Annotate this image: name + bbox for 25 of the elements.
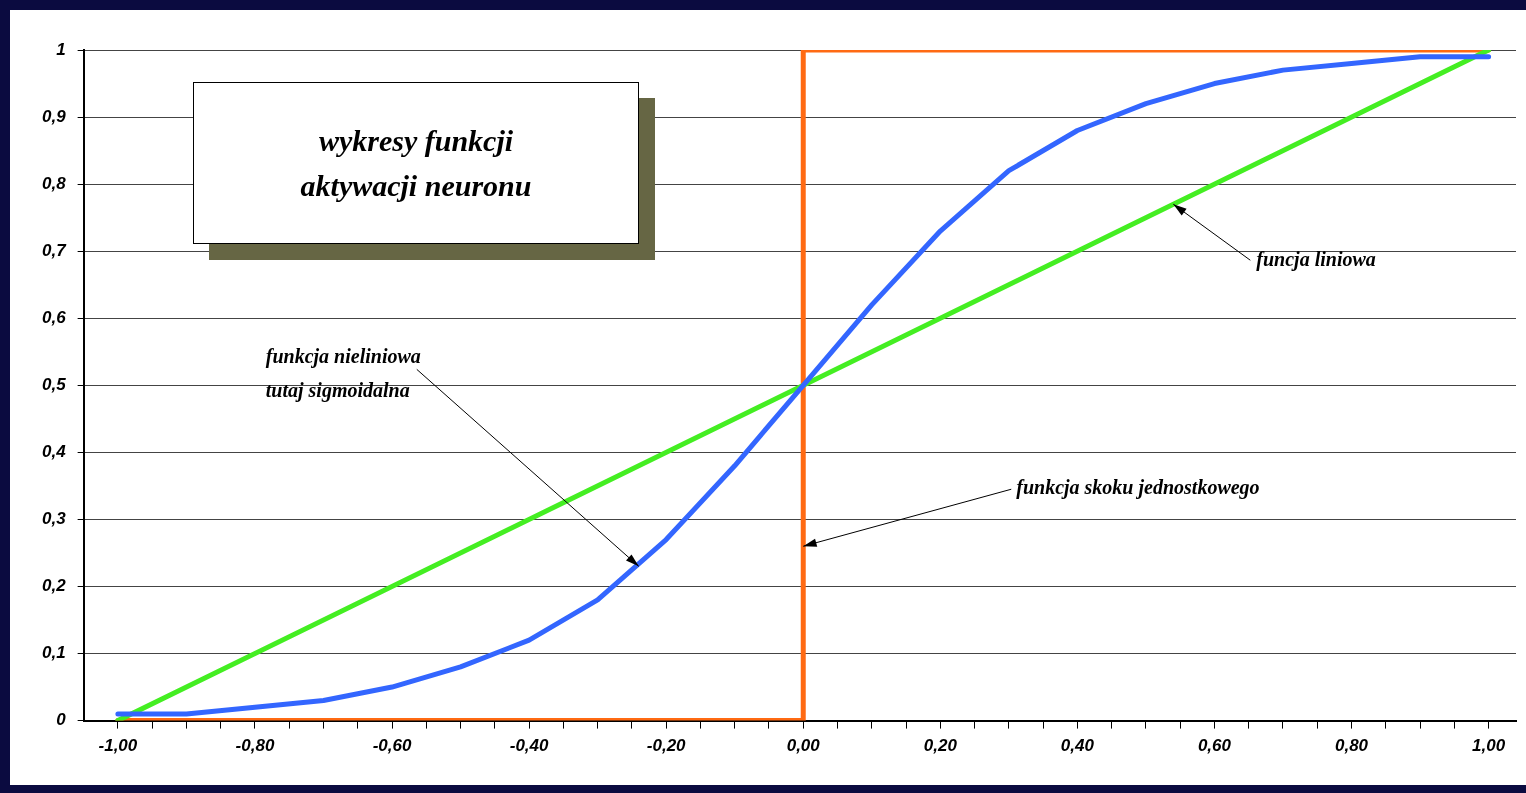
y-tick-label: 0,5 [41,374,67,394]
annotation: funkcja nieliniowa tutaj sigmoidalna [265,345,421,403]
y-tick-label: 0,2 [41,576,67,596]
x-tick-label: -0,40 [509,736,550,756]
y-tick-label: 0,9 [41,106,67,126]
x-tick-label: 0,60 [1197,736,1232,756]
x-tick-label: -0,80 [235,736,275,756]
annotation: funkcja skoku jednostkowego [1016,476,1260,500]
x-tick-label: 0,40 [1060,736,1095,756]
x-tick-label: 0,80 [1334,736,1369,756]
x-tick-label: -0,60 [372,736,412,756]
x-tick-label: 1,00 [1472,736,1506,756]
y-tick-label: 0,8 [41,173,67,193]
x-tick-label: 0,20 [923,736,958,756]
x-tick-label: -0,20 [646,736,687,756]
y-tick-label: 0 [56,710,67,730]
annotation: funcja liniowa [1256,248,1376,272]
x-tick-label: 0,00 [786,736,821,756]
y-tick-label: 0,4 [41,442,67,462]
y-tick-label: 0,7 [41,240,68,260]
y-tick-label: 0,6 [41,307,67,327]
y-tick-label: 0,1 [41,643,66,663]
x-tick-label: -1,00 [98,736,138,756]
y-tick-label: 0,3 [41,509,67,529]
y-tick-label: 1 [56,39,66,59]
